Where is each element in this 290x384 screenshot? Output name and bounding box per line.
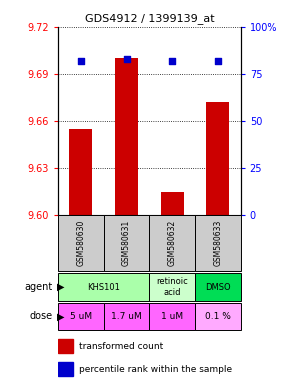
Text: transformed count: transformed count xyxy=(79,341,164,351)
Point xyxy=(170,58,175,64)
Bar xyxy=(195,273,241,301)
Bar xyxy=(115,58,138,215)
Text: 5 uM: 5 uM xyxy=(70,312,92,321)
Text: ▶: ▶ xyxy=(57,311,64,321)
Bar xyxy=(58,273,149,301)
Point xyxy=(215,58,220,64)
Text: DMSO: DMSO xyxy=(205,283,231,291)
Text: GSM580633: GSM580633 xyxy=(213,220,222,266)
Bar xyxy=(206,102,229,215)
Bar xyxy=(104,303,149,330)
Bar xyxy=(149,273,195,301)
Bar xyxy=(161,192,184,215)
Text: ▶: ▶ xyxy=(57,282,64,292)
Bar xyxy=(104,215,149,271)
Bar xyxy=(149,215,195,271)
Text: percentile rank within the sample: percentile rank within the sample xyxy=(79,364,232,374)
Text: retinoic
acid: retinoic acid xyxy=(156,277,188,297)
Text: 1 uM: 1 uM xyxy=(161,312,183,321)
Bar xyxy=(195,215,241,271)
Text: dose: dose xyxy=(29,311,52,321)
Bar xyxy=(149,303,195,330)
Title: GDS4912 / 1399139_at: GDS4912 / 1399139_at xyxy=(85,13,214,24)
Bar xyxy=(69,129,92,215)
Bar xyxy=(58,303,104,330)
Text: 0.1 %: 0.1 % xyxy=(205,312,231,321)
Text: agent: agent xyxy=(24,282,52,292)
Text: GSM580632: GSM580632 xyxy=(168,220,177,266)
Point xyxy=(124,56,129,62)
Bar xyxy=(195,303,241,330)
Bar xyxy=(58,215,104,271)
Point xyxy=(79,58,83,64)
Text: 1.7 uM: 1.7 uM xyxy=(111,312,142,321)
Text: GSM580631: GSM580631 xyxy=(122,220,131,266)
Text: GSM580630: GSM580630 xyxy=(76,220,85,266)
Text: KHS101: KHS101 xyxy=(87,283,120,291)
Bar xyxy=(58,362,73,376)
Bar xyxy=(58,339,73,353)
